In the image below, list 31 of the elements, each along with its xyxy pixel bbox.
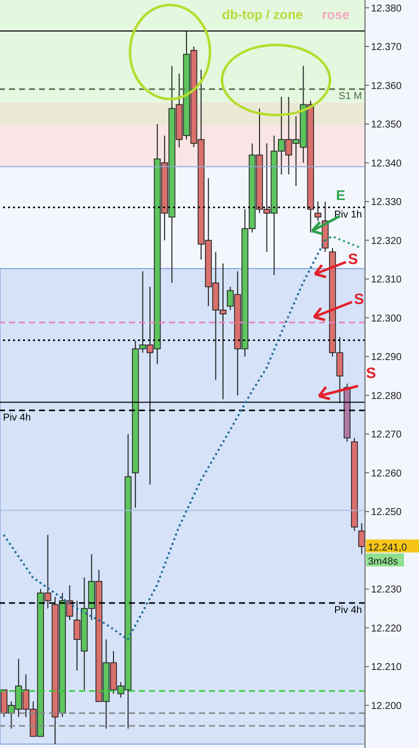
y-tick-label: 12.270 — [371, 430, 402, 441]
candlestick — [314, 201, 322, 222]
ref-line-label: Piv 4h — [334, 605, 362, 616]
y-tick-label: 12.230 — [371, 584, 402, 596]
y-tick-label: 12.310 — [371, 274, 402, 286]
annotation: db-top / zone — [222, 7, 303, 22]
annotation: E — [336, 187, 346, 203]
y-tick-label: 12.280 — [371, 390, 402, 402]
ref-line-label: Piv 1h — [334, 209, 362, 220]
text: S — [366, 365, 376, 382]
text: 3m48s — [368, 556, 398, 568]
annotation: S — [354, 291, 364, 308]
y-tick-label: 12.360 — [371, 80, 402, 92]
y-tick-label: 12.340 — [371, 158, 402, 170]
y-tick-label: 12.210 — [371, 662, 402, 674]
annotation: S — [348, 251, 358, 268]
y-tick-label: 12.220 — [371, 623, 402, 634]
y-tick-label: 12.380 — [371, 3, 402, 14]
y-tick-label: 12.200 — [371, 700, 402, 712]
y-tick-label: 12.320 — [371, 236, 402, 247]
y-tick-label: 12.330 — [371, 197, 402, 208]
y-tick-label: 12.370 — [371, 42, 402, 54]
y-tick-label: 12.300 — [371, 313, 402, 324]
y-tick-label: 12.290 — [371, 352, 402, 364]
y-tick-label: 12.260 — [371, 468, 402, 480]
y-tick-label: 12.350 — [371, 120, 402, 131]
text: 12.241,0 — [368, 542, 408, 554]
ref-line-label: S1 M — [338, 91, 362, 102]
y-tick-label: 12.250 — [371, 507, 402, 518]
annotation: rose — [322, 7, 350, 22]
ref-line-label: Piv 4h — [3, 412, 31, 424]
